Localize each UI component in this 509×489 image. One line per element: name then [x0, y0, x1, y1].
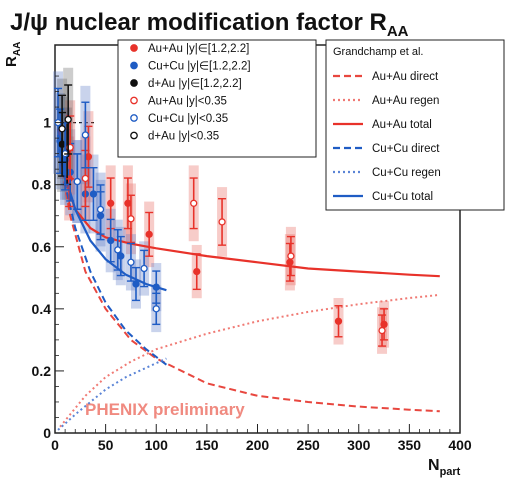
y-axis-label-sub: AA [12, 42, 23, 56]
model-curve-au-au-regen [59, 293, 440, 428]
y-axis-label: RAA [3, 42, 23, 67]
model-legend-items: Au+Au direct Au+Au regen Au+Au total Cu+Cu … [333, 71, 441, 203]
data-legend-items: Au+Au |y|∈[1.2,2.2] Cu+Cu |y|∈[1.2,2.2] d+… [130, 43, 251, 143]
x-tick-label: 400 [448, 437, 472, 453]
x-tick-label: 300 [347, 437, 371, 453]
data-point [140, 264, 148, 273]
legend-marker [130, 79, 138, 87]
x-tick-label: 0 [51, 437, 59, 453]
legend-marker [130, 131, 138, 140]
legend-label: Au+Au |y|<0.35 [148, 96, 227, 108]
x-tick-label: 200 [246, 437, 270, 453]
data-point [114, 246, 122, 254]
data-point [127, 215, 135, 223]
data-point [145, 230, 153, 238]
data-point [81, 131, 90, 139]
axis-tick-layer: 0 50 100 150 200 250 300 350 400 0 0.2 0.4 0.6 0.8 1 [32, 75, 472, 453]
y-tick-label: 0.4 [32, 301, 52, 317]
y-tick-label: 0 [43, 425, 51, 441]
data-legend: Au+Au |y|∈[1.2,2.2] Cu+Cu |y|∈[1.2,2.2] d+… [117, 39, 317, 158]
phenix-watermark: PHENIX preliminary [85, 400, 245, 419]
model-legend-label: Cu+Cu direct [372, 143, 440, 155]
legend-label: Cu+Cu |y|<0.35 [148, 113, 228, 125]
data-point [89, 190, 98, 198]
data-point [378, 326, 386, 335]
legend-marker [130, 96, 138, 105]
data-point [287, 252, 295, 260]
data-point [152, 283, 160, 291]
watermark-layer: PHENIX preliminary [85, 400, 245, 419]
x-tick-label: 250 [296, 437, 320, 453]
data-point [190, 199, 198, 207]
data-point [84, 153, 93, 161]
model-legend-label: Au+Au direct [372, 71, 439, 83]
legend-label: d+Au |y|∈[1.2,2.2] [148, 78, 242, 90]
x-tick-label: 100 [145, 437, 169, 453]
x-axis-label: Npart [428, 457, 461, 478]
data-point [58, 125, 66, 133]
x-tick-label: 50 [98, 437, 114, 453]
legend-marker [130, 44, 138, 52]
model-legend-label: Cu+Cu total [372, 191, 433, 203]
legend-label: Au+Au |y|∈[1.2,2.2] [148, 43, 249, 55]
data-point [193, 267, 201, 276]
y-tick-label: 1 [43, 115, 51, 131]
x-axis-label-sub: part [440, 466, 461, 478]
data-point-layer [54, 84, 389, 347]
model-curve-au-au-direct [59, 159, 440, 413]
data-point [218, 218, 226, 226]
y-tick-label: 0.8 [32, 177, 52, 193]
model-legend: Grandchamp et al. Au+Au direct Au+Au rege… [325, 39, 505, 211]
model-curve-cu-cu-direct [57, 137, 168, 366]
data-point [117, 252, 125, 260]
legend-label: Cu+Cu |y|∈[1.2,2.2] [148, 61, 251, 73]
data-point [81, 174, 90, 183]
data-point [107, 236, 115, 245]
y-tick-label: 0.2 [32, 363, 52, 379]
y-tick-label: 0.6 [32, 239, 52, 255]
legend-marker [130, 114, 138, 122]
model-curve-cu-cu-regen [57, 357, 167, 431]
data-point [96, 205, 105, 214]
data-point [124, 199, 132, 207]
data-legend-box [117, 39, 317, 158]
data-point [152, 305, 160, 313]
legend-marker [130, 61, 138, 70]
chart-title: J/ψ nuclear modification factor RAA [10, 9, 409, 40]
legend-label: d+Au |y|<0.35 [148, 131, 219, 143]
model-legend-title: Grandchamp et al. [333, 46, 424, 58]
data-point [107, 199, 115, 207]
data-point [127, 258, 135, 266]
model-legend-label: Au+Au regen [372, 95, 439, 107]
data-point [73, 177, 81, 186]
chart-title-sub: AA [387, 23, 409, 40]
model-legend-label: Cu+Cu regen [372, 167, 441, 179]
data-point [132, 280, 140, 288]
model-legend-label: Au+Au total [372, 119, 432, 131]
data-point [64, 115, 72, 124]
x-tick-label: 150 [195, 437, 219, 453]
data-point [286, 258, 294, 266]
x-tick-label: 350 [398, 437, 422, 453]
data-point [334, 317, 343, 325]
